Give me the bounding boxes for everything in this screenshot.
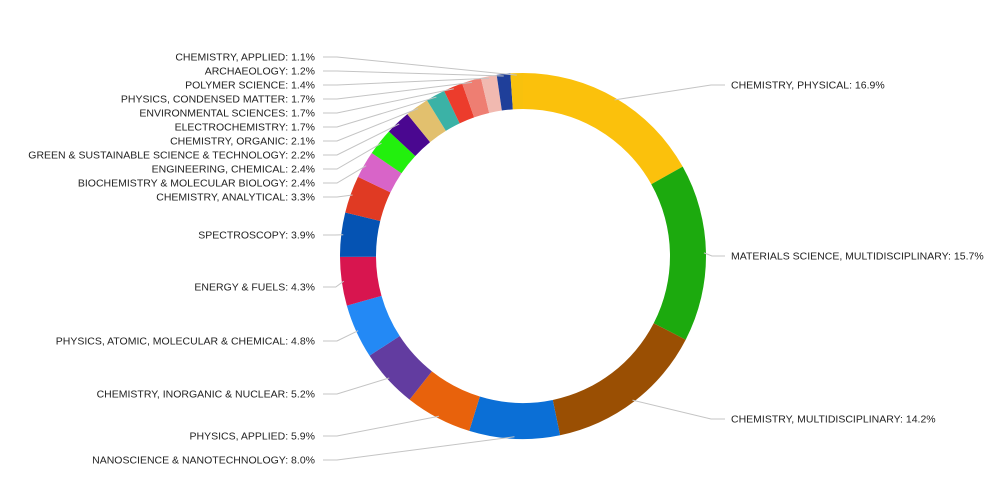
label-energy-and-fuels: ENERGY & FUELS: 4.3% (194, 282, 315, 294)
label-chemistry-applied: CHEMISTRY, APPLIED: 1.1% (175, 52, 315, 64)
slice-physics-atomic-molecular-and-chemical[interactable] (346, 295, 400, 356)
leader-engineering-chemical (323, 142, 382, 170)
leader-chemistry-applied (323, 56, 517, 76)
slice-engineering-chemical[interactable] (371, 131, 416, 174)
slice-polymer-science[interactable] (480, 74, 502, 113)
label-archaeology: ARCHAEOLOGY: 1.2% (205, 66, 315, 78)
slice-electrochemistry[interactable] (426, 90, 460, 131)
slice-chemistry-organic[interactable] (407, 100, 446, 143)
slice-chemistry-applied[interactable] (510, 73, 523, 110)
leader-energy-and-fuels (323, 280, 345, 288)
slice-physics-applied[interactable] (409, 371, 480, 431)
leader-materials-science-multidisciplinary (703, 252, 725, 257)
label-environmental-sciences: ENVIRONMENTAL SCIENCES: 1.7% (139, 108, 315, 120)
label-polymer-science: POLYMER SCIENCE: 1.4% (185, 80, 315, 92)
label-spectroscopy: SPECTROSCOPY: 3.9% (198, 230, 315, 242)
label-physics-atomic-molecular-and-chemical: PHYSICS, ATOMIC, MOLECULAR & CHEMICAL: 4… (56, 336, 315, 348)
label-green-and-sustainable-science-and-technology: GREEN & SUSTAINABLE SCIENCE & TECHNOLOGY… (28, 150, 315, 162)
leader-chemistry-multidisciplinary (632, 399, 725, 420)
leader-nanoscience-and-nanotechnology (323, 436, 515, 461)
slice-nanoscience-and-nanotechnology[interactable] (469, 396, 561, 439)
label-physics-condensed-matter: PHYSICS, CONDENSED MATTER: 1.7% (121, 94, 315, 106)
leader-chemistry-physical (614, 84, 725, 101)
leader-biochemistry-and-molecular-biology (323, 165, 367, 184)
leader-archaeology (323, 70, 504, 77)
slice-green-and-sustainable-science-and-technology[interactable] (388, 114, 431, 156)
slice-archaeology[interactable] (496, 73, 513, 111)
label-chemistry-analytical: CHEMISTRY, ANALYTICAL: 3.3% (156, 192, 315, 204)
leader-electrochemistry (323, 96, 437, 128)
leader-chemistry-analytical (323, 194, 353, 198)
slice-environmental-sciences[interactable] (444, 83, 475, 124)
slice-spectroscopy[interactable] (340, 212, 381, 257)
label-physics-applied: PHYSICS, APPLIED: 5.9% (190, 431, 315, 443)
label-engineering-chemical: ENGINEERING, CHEMICAL: 2.4% (152, 164, 315, 176)
label-chemistry-inorganic-and-nuclear: CHEMISTRY, INORGANIC & NUCLEAR: 5.2% (97, 389, 315, 401)
slice-chemistry-analytical[interactable] (345, 176, 391, 222)
label-chemistry-physical: CHEMISTRY, PHYSICAL: 16.9% (731, 80, 885, 92)
leader-chemistry-organic (323, 108, 419, 142)
slice-energy-and-fuels[interactable] (340, 256, 382, 306)
leader-green-and-sustainable-science-and-technology (323, 123, 400, 156)
leader-polymer-science (323, 77, 490, 86)
leader-environmental-sciences (323, 88, 454, 114)
label-nanoscience-and-nanotechnology: NANOSCIENCE & NANOTECHNOLOGY: 8.0% (92, 455, 315, 467)
slice-biochemistry-and-molecular-biology[interactable] (357, 152, 402, 193)
label-chemistry-multidisciplinary: CHEMISTRY, MULTIDISCIPLINARY: 14.2% (731, 414, 936, 426)
leader-physics-condensed-matter (323, 81, 473, 100)
leader-physics-atomic-molecular-and-chemical (323, 330, 359, 342)
slice-chemistry-inorganic-and-nuclear[interactable] (369, 336, 432, 400)
slice-labels: CHEMISTRY, PHYSICAL: 16.9% MATERIALS SCIE… (28, 52, 983, 467)
leader-chemistry-inorganic-and-nuclear (323, 377, 390, 395)
label-chemistry-organic: CHEMISTRY, ORGANIC: 2.1% (170, 136, 315, 148)
label-biochemistry-and-molecular-biology: BIOCHEMISTRY & MOLECULAR BIOLOGY: 2.4% (78, 178, 315, 190)
leader-lines (323, 56, 725, 461)
slice-chemistry-physical[interactable] (523, 73, 683, 185)
slice-physics-condensed-matter[interactable] (462, 77, 490, 118)
leader-physics-applied (323, 415, 439, 437)
label-materials-science-multidisciplinary: MATERIALS SCIENCE, MULTIDISCIPLINARY: 15… (731, 251, 984, 263)
donut-slices (340, 73, 706, 439)
slice-materials-science-multidisciplinary[interactable] (651, 166, 706, 340)
slice-chemistry-multidisciplinary[interactable] (552, 323, 686, 436)
label-electrochemistry: ELECTROCHEMISTRY: 1.7% (175, 122, 315, 134)
